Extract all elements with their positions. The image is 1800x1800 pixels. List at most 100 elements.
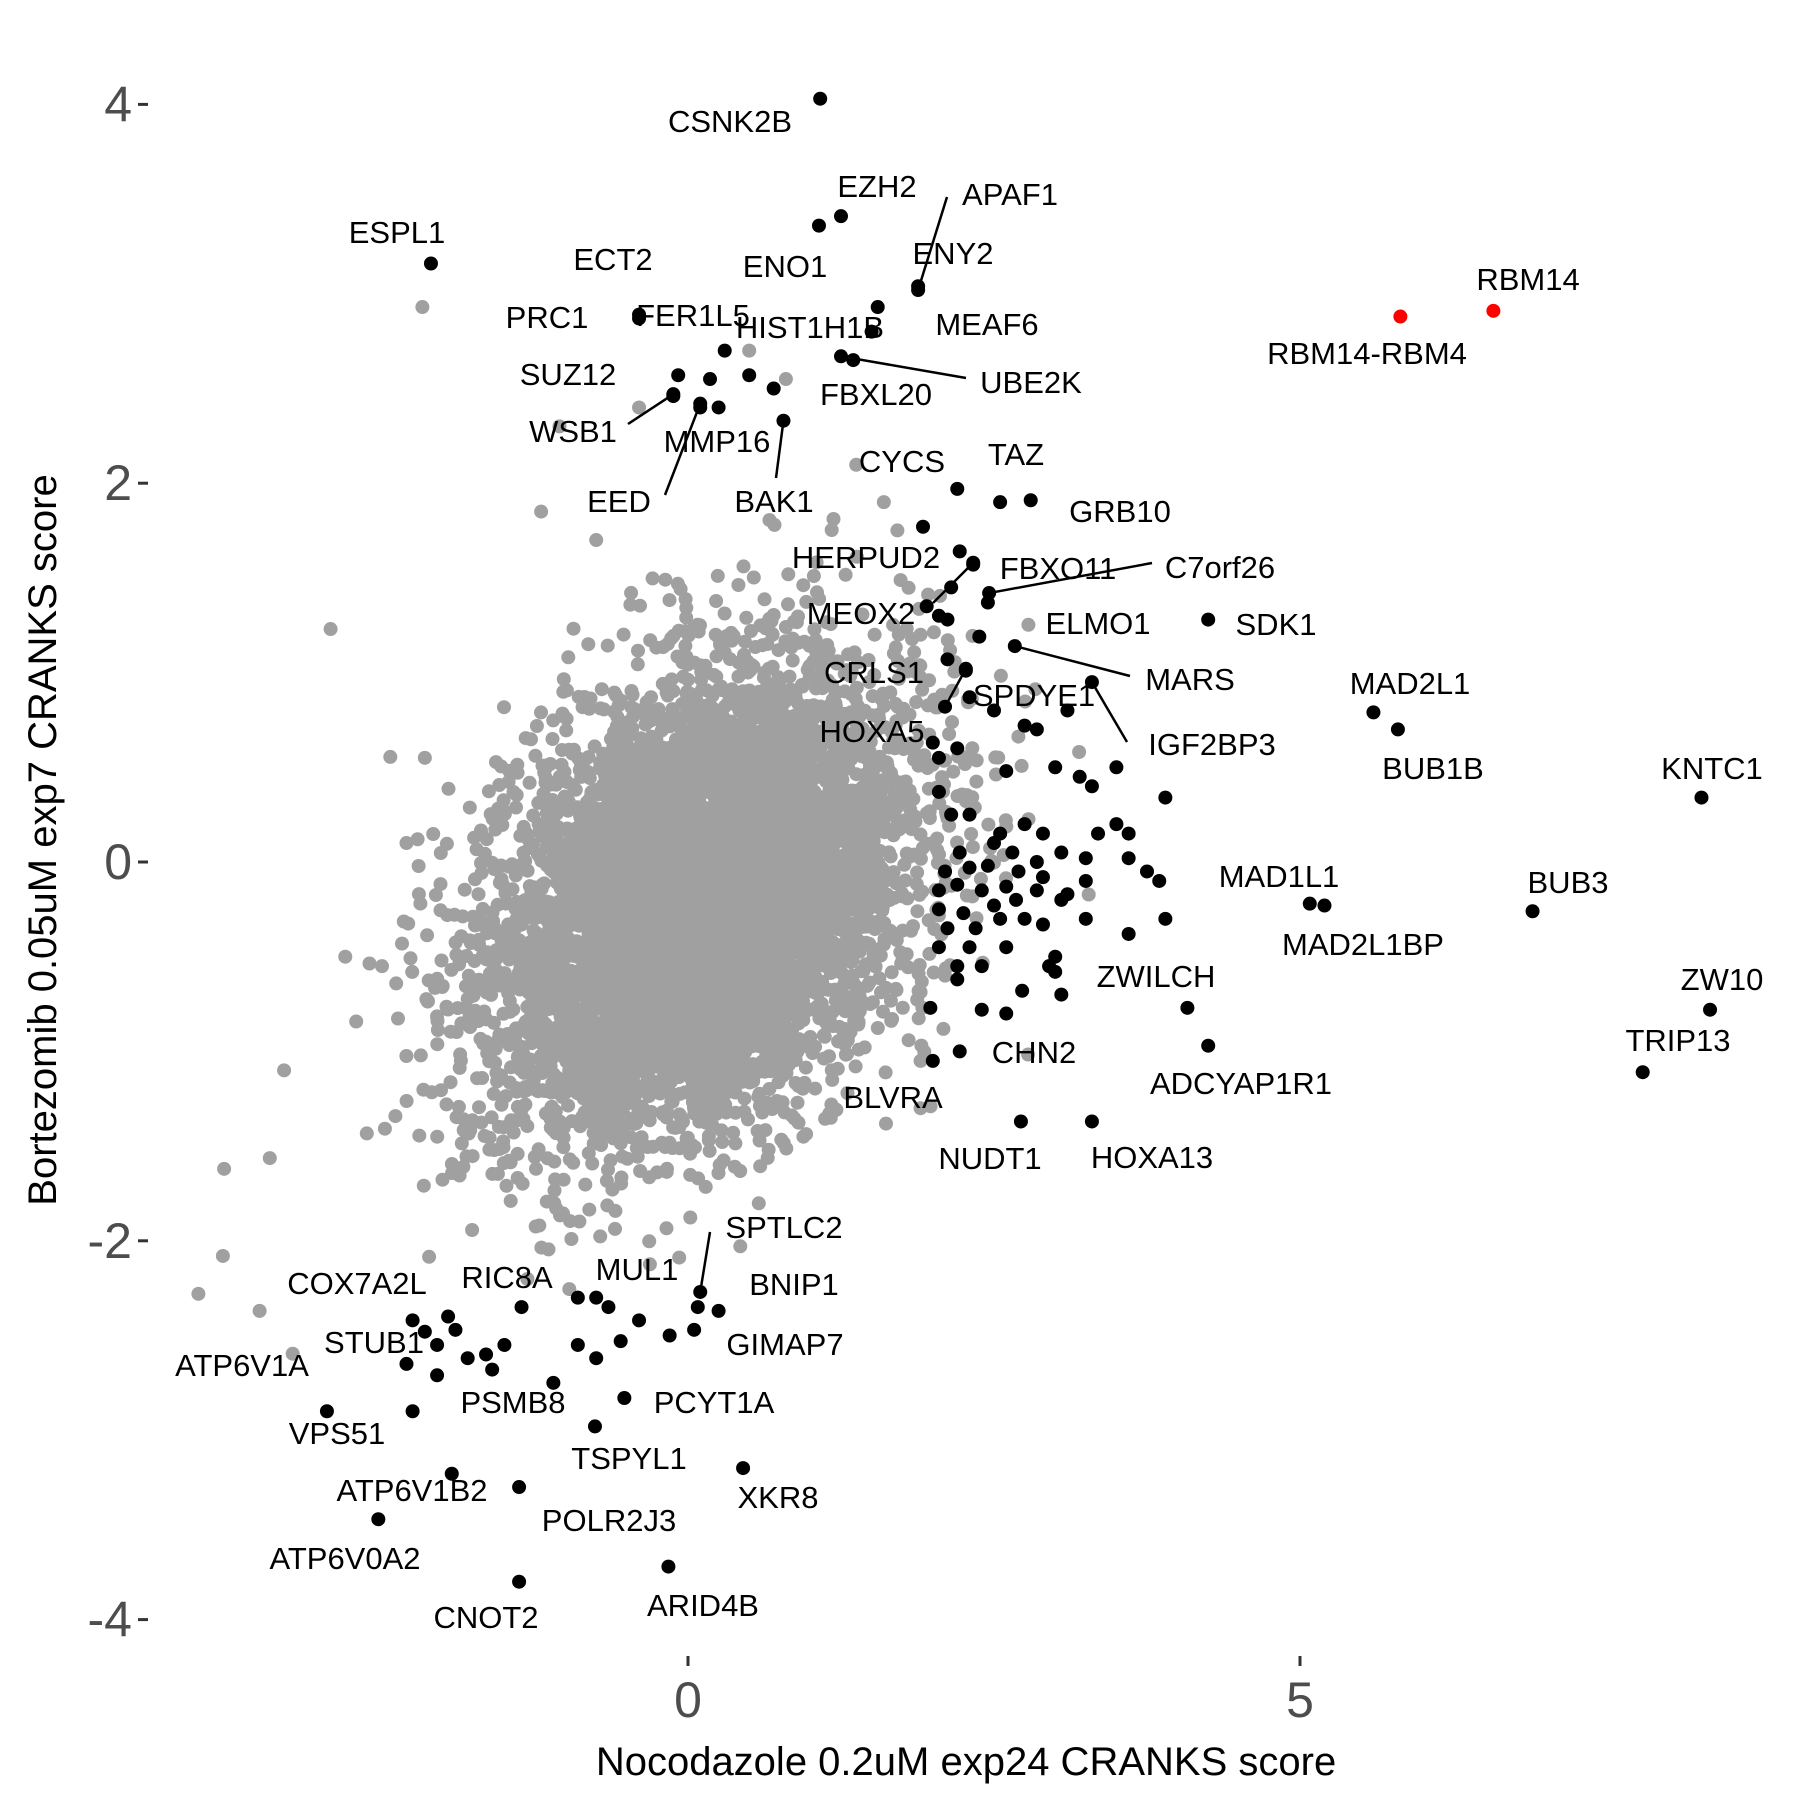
background-point bbox=[942, 818, 957, 833]
background-point bbox=[566, 1155, 581, 1170]
background-point bbox=[965, 840, 980, 855]
background-point bbox=[520, 1272, 535, 1286]
background-point bbox=[630, 657, 645, 672]
background-point bbox=[585, 1156, 600, 1171]
background-point bbox=[441, 781, 456, 796]
background-point bbox=[890, 523, 905, 538]
background-point bbox=[564, 1232, 579, 1246]
background-point bbox=[399, 1094, 414, 1108]
background-point bbox=[728, 1105, 743, 1120]
background-point bbox=[484, 1110, 499, 1125]
background-point bbox=[571, 751, 586, 766]
background-point bbox=[884, 965, 899, 980]
background-point bbox=[399, 1049, 414, 1063]
background-point bbox=[476, 1036, 491, 1051]
background-point bbox=[430, 1129, 445, 1144]
background-point bbox=[362, 956, 377, 971]
background-point bbox=[471, 887, 486, 902]
background-point bbox=[578, 1177, 593, 1192]
background-point bbox=[687, 655, 702, 670]
background-point bbox=[285, 1346, 300, 1361]
background-point bbox=[624, 585, 639, 600]
background-point bbox=[666, 1120, 681, 1135]
background-point bbox=[927, 922, 942, 936]
background-point bbox=[675, 655, 690, 670]
background-point bbox=[642, 1257, 657, 1272]
background-point bbox=[726, 1125, 741, 1140]
background-point bbox=[403, 951, 418, 966]
background-point bbox=[785, 653, 800, 668]
background-point bbox=[958, 750, 973, 765]
background-point bbox=[494, 1097, 509, 1112]
background-point bbox=[599, 1173, 614, 1188]
background-point bbox=[486, 1015, 501, 1030]
background-point bbox=[582, 771, 597, 786]
background-point bbox=[969, 911, 984, 926]
background-point bbox=[517, 1065, 531, 1080]
background-point bbox=[883, 993, 898, 1008]
background-point bbox=[796, 578, 811, 593]
background-point bbox=[497, 700, 511, 715]
background-point bbox=[1021, 617, 1036, 632]
background-point bbox=[678, 638, 693, 653]
background-point bbox=[882, 893, 897, 907]
background-point bbox=[969, 753, 984, 768]
background-point bbox=[527, 1150, 542, 1164]
background-point bbox=[935, 770, 949, 785]
background-point bbox=[912, 958, 927, 972]
background-point bbox=[396, 914, 411, 929]
background-point bbox=[731, 578, 746, 592]
background-point bbox=[909, 695, 924, 710]
background-point bbox=[656, 740, 671, 755]
background-point bbox=[510, 757, 525, 772]
background-point bbox=[1014, 758, 1029, 773]
background-point bbox=[529, 1161, 543, 1176]
background-point bbox=[883, 923, 898, 938]
background-point bbox=[676, 669, 691, 684]
background-point bbox=[503, 1193, 518, 1208]
background-point bbox=[581, 637, 596, 652]
background-point bbox=[575, 1089, 590, 1104]
background-point bbox=[736, 559, 751, 574]
background-point bbox=[413, 896, 428, 911]
background-point bbox=[528, 1219, 543, 1234]
background-point bbox=[526, 923, 541, 938]
background-point bbox=[861, 653, 876, 667]
background-point bbox=[710, 568, 725, 583]
background-point bbox=[690, 617, 705, 632]
background-point bbox=[492, 778, 507, 792]
background-point bbox=[453, 1053, 468, 1068]
background-point bbox=[489, 755, 503, 770]
background-point bbox=[746, 570, 761, 585]
background-point bbox=[593, 1229, 608, 1244]
background-point bbox=[413, 1048, 428, 1063]
background-point bbox=[781, 567, 796, 582]
background-point bbox=[642, 1234, 657, 1249]
background-point bbox=[412, 1128, 427, 1143]
background-point bbox=[505, 857, 519, 872]
background-point bbox=[940, 633, 955, 648]
background-point bbox=[806, 569, 821, 583]
background-point bbox=[737, 1091, 752, 1106]
background-point bbox=[545, 732, 560, 746]
background-point bbox=[509, 800, 523, 815]
background-point bbox=[587, 739, 602, 754]
background-point bbox=[702, 1143, 717, 1158]
background-point bbox=[964, 827, 979, 841]
background-point bbox=[909, 876, 924, 891]
background-point bbox=[468, 977, 483, 992]
background-point bbox=[410, 832, 425, 847]
background-point bbox=[563, 799, 578, 814]
background-point bbox=[444, 962, 459, 977]
background-point bbox=[482, 1142, 497, 1157]
background-point bbox=[420, 928, 435, 943]
background-point bbox=[439, 999, 454, 1014]
background-point bbox=[434, 1083, 448, 1098]
background-point bbox=[680, 1130, 695, 1145]
background-point bbox=[731, 655, 746, 670]
background-point bbox=[851, 1042, 866, 1057]
background-point bbox=[556, 672, 571, 687]
background-point bbox=[946, 764, 961, 779]
background-point bbox=[701, 1128, 716, 1143]
